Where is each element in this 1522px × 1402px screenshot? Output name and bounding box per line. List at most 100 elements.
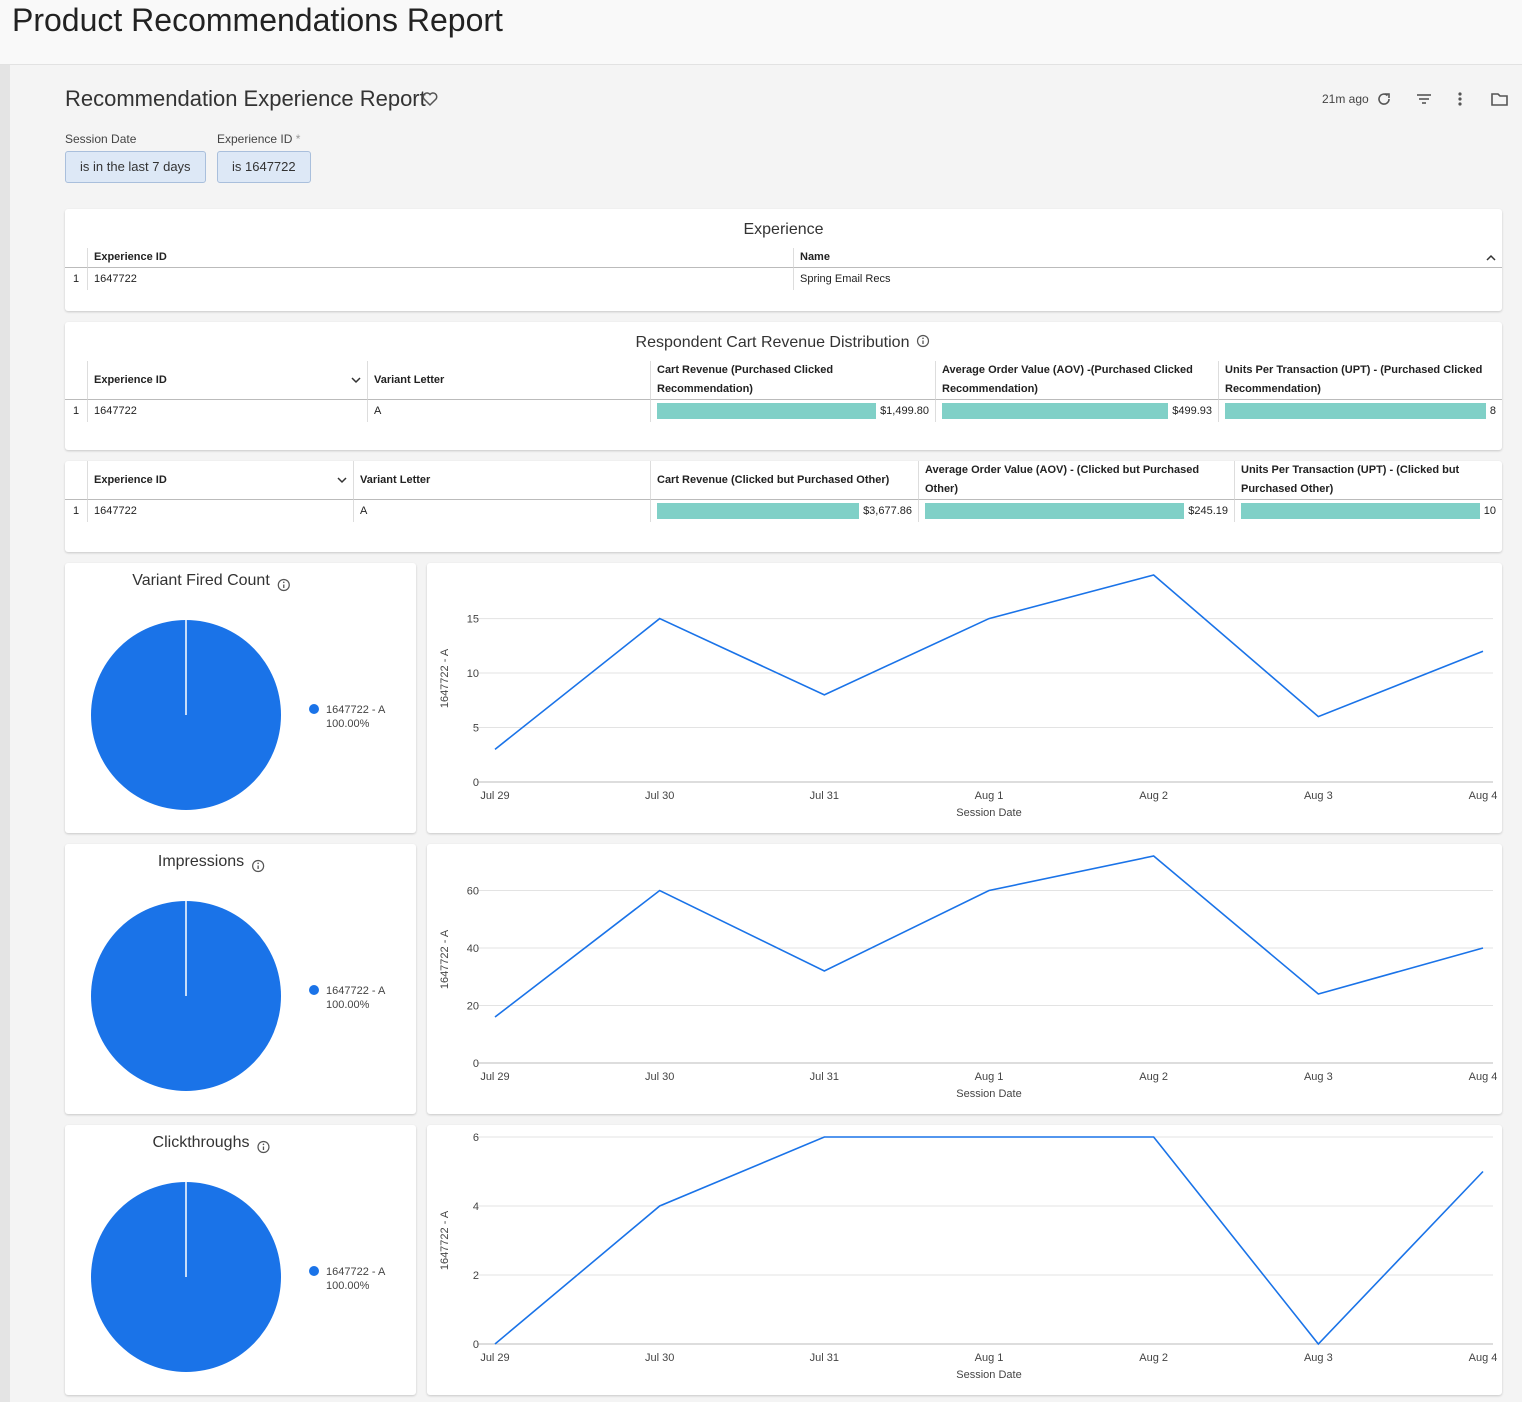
info-icon	[277, 578, 290, 592]
y-axis-title: 1647722 - A	[439, 929, 451, 989]
x-tick-label: Aug 2	[1139, 790, 1168, 802]
chart-title: Variant Fired Count	[132, 572, 270, 589]
chart: 0 5 10 15 Jul 29 Jul 30 Jul 31 Aug 1 Aug 2 Aug 3 A…	[439, 574, 1497, 819]
y-axis-title: 1647722 - A	[439, 1210, 451, 1270]
table-cell: $499.93	[935, 400, 1218, 422]
x-tick-label: Aug 1	[975, 790, 1004, 802]
legend-label: 1647722 - A	[326, 985, 386, 997]
table-card: Respondent Cart Revenue Distribution Expe…	[65, 322, 1502, 450]
updated-time: 21m ago	[1322, 92, 1369, 106]
filter-chip[interactable]: is 1647722	[217, 151, 311, 183]
info-circle	[917, 334, 930, 348]
column-header: Variant Letter	[353, 461, 650, 500]
y-tick-label: 0	[473, 1339, 479, 1351]
info-circle	[252, 859, 265, 873]
legend-dot	[309, 985, 319, 995]
y-axis-title: 1647722 - A	[439, 648, 451, 708]
data-line	[494, 574, 1484, 750]
favorite-icon[interactable]	[421, 90, 439, 108]
header-cell	[65, 248, 87, 268]
filter-chip[interactable]: is in the last 7 days	[65, 151, 206, 183]
row-index: 1	[72, 405, 80, 417]
table-card: Experience ID Variant Letter Cart Revenue …	[65, 461, 1502, 552]
column-header: Cart Revenue (Purchased Clicked Recommen…	[650, 361, 935, 400]
chart: 0 2 4 6 Jul 29 Jul 30 Jul 31 Aug 1 Aug 2 Aug 3 Aug…	[439, 1132, 1497, 1381]
table-cell: $245.19	[918, 500, 1234, 522]
column-header-text: Experience ID	[94, 251, 167, 263]
side-strip	[0, 65, 10, 1402]
filter-label-group: Experience ID *	[217, 132, 300, 146]
cell-bar	[1225, 403, 1486, 419]
chart-title: Impressions	[158, 853, 244, 870]
refresh-icon[interactable]	[1378, 93, 1390, 105]
chevron	[337, 477, 347, 484]
menu-icon[interactable]	[1458, 92, 1462, 106]
x-tick-label: Jul 31	[810, 790, 839, 802]
report-title: Product Recommendations Report	[12, 2, 503, 38]
table-title-text: Respondent Cart Revenue Distribution	[635, 334, 910, 351]
chart-card: Variant Fired Count 1647722 - A 100.00%	[65, 563, 416, 833]
chart-card: Impressions 1647722 - A 100.00%	[65, 844, 416, 1114]
info-icon	[917, 334, 930, 348]
x-tick-label: Aug 4	[1469, 1071, 1498, 1083]
column-header-text: Units Per Transaction (UPT) - (Purchased…	[1225, 364, 1483, 395]
x-tick-label: Jul 31	[810, 1071, 839, 1083]
filter-icon[interactable]	[1417, 94, 1431, 104]
chart: Impressions 1647722 - A 100.00%	[91, 853, 386, 1091]
column-header-text: Units Per Transaction (UPT) - (Clicked b…	[1241, 464, 1460, 495]
x-tick-label: Jul 29	[480, 790, 509, 802]
chart-title: Clickthroughs	[153, 1134, 250, 1151]
table-title: Experience	[65, 221, 1502, 239]
y-tick-label: 6	[473, 1132, 479, 1144]
filter-label: Session Date	[65, 132, 137, 146]
cell-text: $3,677.86	[863, 505, 912, 517]
column-header-text: Average Order Value (AOV) - (Clicked but…	[925, 464, 1200, 495]
data-line	[494, 855, 1484, 1018]
y-tick-label: 40	[467, 943, 479, 955]
filter-label: Experience ID	[217, 132, 293, 146]
cell-bar	[942, 403, 1169, 419]
x-axis-title: Session Date	[956, 807, 1021, 819]
y-tick-label: 15	[467, 614, 479, 626]
legend-dot	[309, 1266, 319, 1276]
chevron	[1486, 254, 1496, 261]
cell-text: 10	[1483, 505, 1496, 517]
x-tick-label: Aug 3	[1304, 1071, 1333, 1083]
info-icon	[252, 859, 265, 873]
column-header-text: Name	[800, 251, 830, 263]
table-card: Experience Experience ID Name 1 1647722 Sprin…	[65, 209, 1502, 311]
data-table: Experience ID Variant Letter Cart Revenue …	[65, 361, 1502, 422]
table-cell: 1647722	[87, 400, 367, 422]
x-tick-label: Aug 2	[1139, 1352, 1168, 1364]
info-dot	[922, 337, 925, 340]
folder-icon[interactable]	[1491, 93, 1508, 106]
column-header: Name	[793, 248, 1502, 268]
table-cell: Spring Email Recs	[793, 268, 1502, 290]
row-index: 1	[72, 505, 80, 517]
legend-value: 100.00%	[326, 1280, 370, 1292]
y-tick-label: 20	[467, 1001, 479, 1013]
sort-icon	[337, 477, 347, 484]
x-tick-label: Jul 30	[645, 1071, 674, 1083]
column-header: Average Order Value (AOV) -(Purchased Cl…	[935, 361, 1218, 400]
header-cell	[65, 461, 87, 500]
x-tick-label: Aug 1	[975, 1352, 1004, 1364]
cell-bar	[925, 503, 1185, 519]
data-table: Experience ID Name 1 1647722 Spring Email Re…	[65, 248, 1502, 290]
x-axis-title: Session Date	[956, 1369, 1021, 1381]
cell-bar	[657, 503, 860, 519]
info-dot	[262, 1143, 265, 1146]
x-tick-label: Jul 29	[480, 1352, 509, 1364]
x-tick-label: Jul 29	[480, 1071, 509, 1083]
column-header: Units Per Transaction (UPT) - (Clicked b…	[1234, 461, 1502, 500]
legend-dot	[309, 704, 319, 714]
table-cell: A	[353, 500, 650, 522]
column-header-text: Variant Letter	[360, 473, 431, 486]
chevron	[351, 377, 361, 384]
row-index: 1	[72, 273, 80, 285]
column-header-text: Cart Revenue (Clicked but Purchased Othe…	[657, 473, 890, 486]
info-dot	[282, 581, 285, 584]
y-tick-label: 0	[473, 777, 479, 789]
cell-bar	[1241, 503, 1480, 519]
